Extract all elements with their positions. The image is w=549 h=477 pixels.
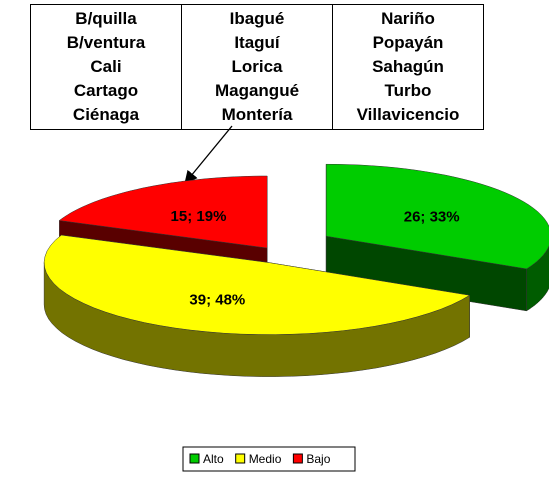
pie [43, 163, 549, 377]
city: B/quilla [75, 9, 137, 28]
table-column: B/quilla B/ventura Cali Cartago Ciénaga [30, 4, 182, 130]
city: Montería [221, 105, 293, 124]
data-label: 39; 48% [189, 292, 245, 309]
city: Ibagué [229, 9, 285, 28]
city: B/ventura [66, 33, 146, 52]
data-label: 15; 19% [171, 208, 227, 225]
table-column: Nariño Popayán Sahagún Turbo Villavicencio [332, 4, 484, 130]
legend-label: Alto [203, 452, 224, 466]
slice [43, 234, 471, 335]
legend-swatch [189, 453, 200, 464]
legend-swatch [292, 453, 303, 464]
city: Lorica [231, 57, 283, 76]
legend [182, 446, 356, 472]
city: Sahagún [372, 57, 444, 76]
city: Cartago [73, 81, 139, 100]
city: Villavicencio [356, 105, 460, 124]
city: Ciénaga [72, 105, 140, 124]
legend-swatch [235, 453, 246, 464]
city: Magangué [214, 81, 300, 100]
city: Cali [90, 57, 122, 76]
legend-label: Bajo [306, 452, 330, 466]
legend-label: Medio [249, 452, 282, 466]
city: Turbo [384, 81, 432, 100]
city: Popayán [372, 33, 444, 52]
city-table: B/quilla B/ventura Cali Cartago Ciénaga Ibagu… [30, 4, 484, 130]
city: Nariño [381, 9, 435, 28]
slice [325, 163, 549, 270]
arrow [184, 125, 233, 185]
city: Itaguí [234, 33, 280, 52]
data-label: 26; 33% [404, 208, 460, 225]
table-column: Ibagué Itaguí Lorica Magangué Montería [181, 4, 333, 130]
slice [58, 175, 268, 249]
